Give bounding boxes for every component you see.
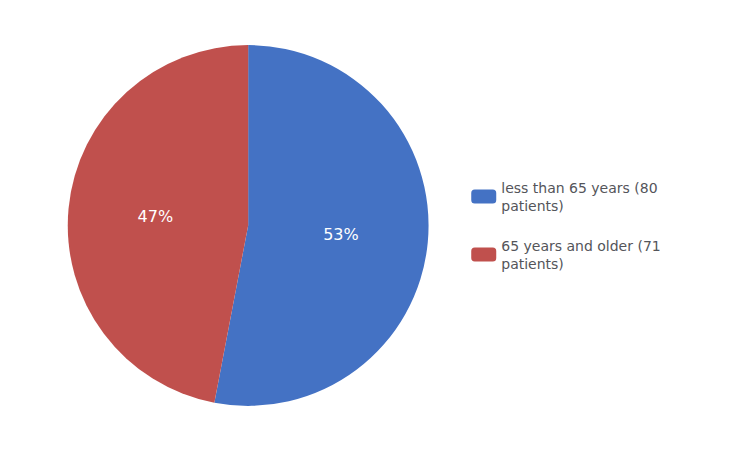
svg-text:47%: 47% [138,207,174,226]
svg-text:patients): patients) [501,256,564,272]
svg-text:53%: 53% [323,225,359,244]
svg-text:patients): patients) [501,198,564,214]
svg-text:less than 65 years (80: less than 65 years (80 [501,180,657,196]
svg-text:65 years and older (71: 65 years and older (71 [501,238,660,254]
